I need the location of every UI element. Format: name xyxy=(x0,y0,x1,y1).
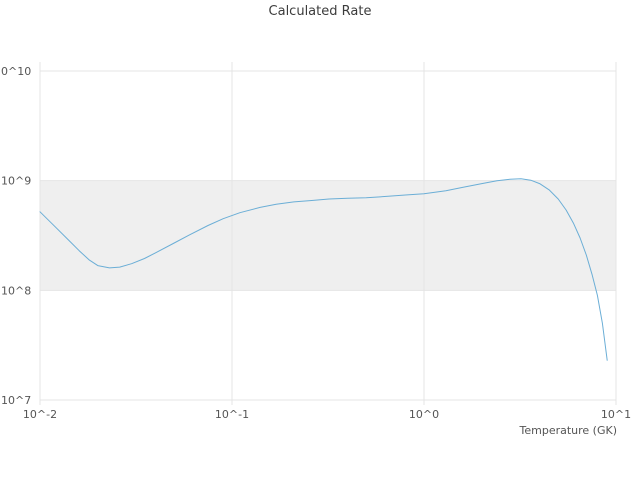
x-tick-label: 10^-2 xyxy=(23,408,57,421)
shaded-band xyxy=(40,180,616,291)
y-tick-label: 0^10 xyxy=(1,65,31,78)
x-axis-label: Temperature (GK) xyxy=(519,424,618,437)
x-tick-label: 10^0 xyxy=(409,408,439,421)
y-tick-label: 10^9 xyxy=(1,175,31,188)
y-tick-label: 10^8 xyxy=(1,284,31,297)
chart-title: Calculated Rate xyxy=(268,4,372,19)
x-tick-label: 10^-1 xyxy=(215,408,249,421)
x-tick-label: 10^1 xyxy=(601,408,631,421)
rate-curve xyxy=(39,178,608,361)
y-tick-label: 10^7 xyxy=(1,394,31,407)
